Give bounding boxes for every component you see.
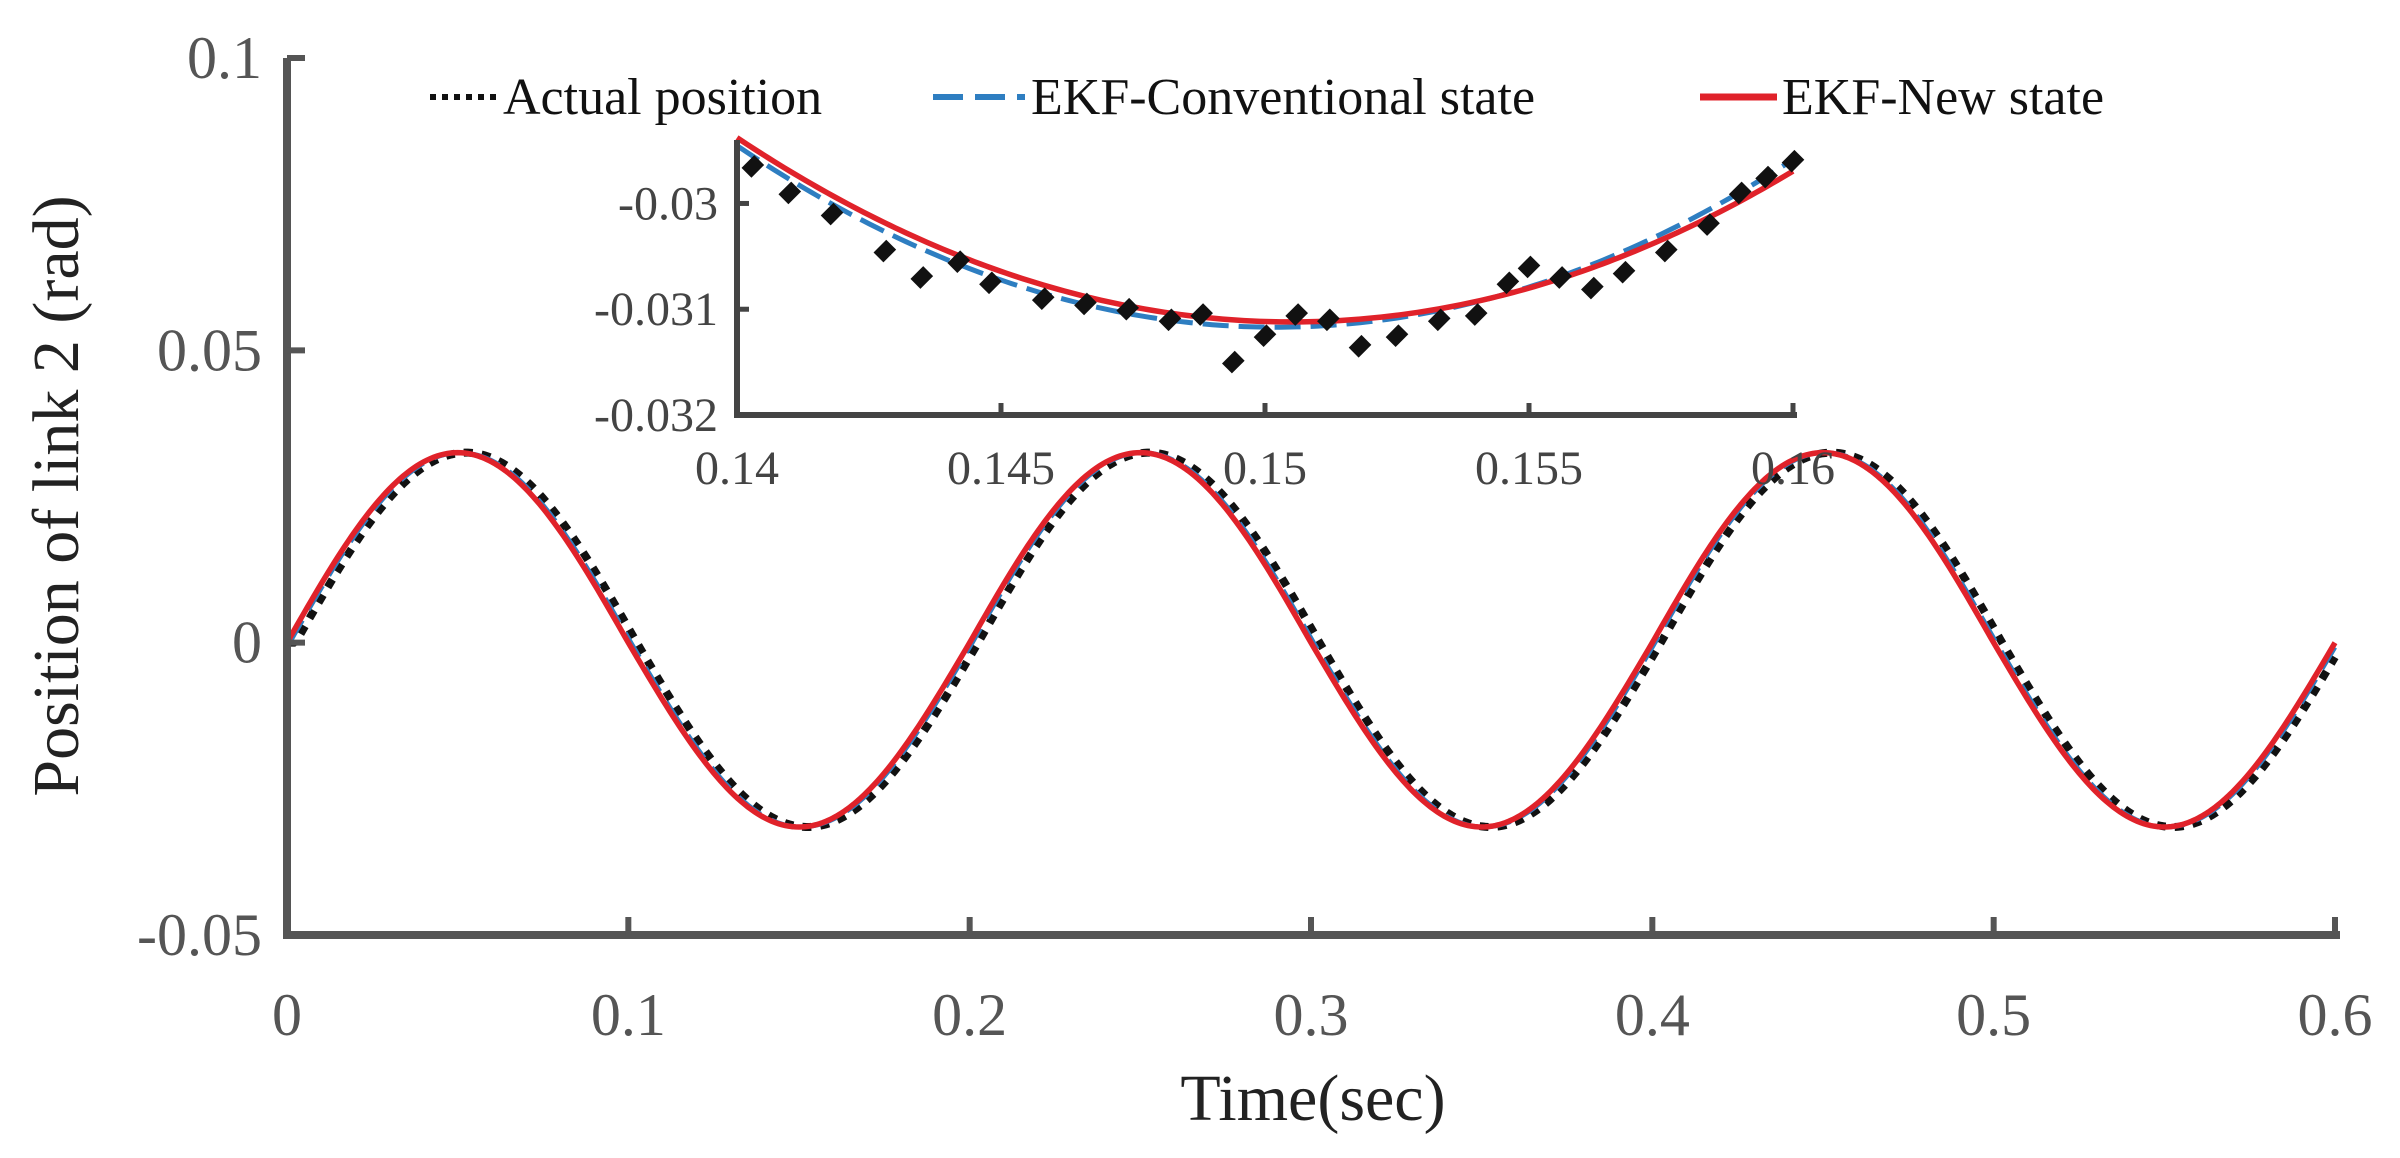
inset-actual-point [1581, 276, 1604, 300]
inset-x-tick-label: 0.15 [1223, 442, 1307, 495]
inset-x-tick-label: 0.14 [695, 442, 779, 495]
inset-actual-point [1116, 297, 1140, 321]
main-series-layer [284, 448, 2339, 831]
inset-actual-point [1612, 260, 1636, 284]
x-tick-label: 0.1 [591, 982, 666, 1048]
main-plot: 0 0.1 0.2 0.3 0.4 0.5 0.60.10.050-0.05 [137, 25, 2372, 1048]
inset-actual-point [1464, 303, 1488, 326]
x-tick-label: 0.6 [2298, 982, 2373, 1048]
legend-label-actual: Actual position [503, 69, 822, 126]
inset-actual-point [1755, 165, 1778, 189]
inset-actual-point [1317, 308, 1340, 332]
y-tick-label: -0.05 [137, 902, 262, 968]
inset-ticks-layer: 0.14 0.145 0.15 0.155 0.16 -0.03 -0.031 -0.032 [594, 177, 1835, 495]
legend: Actual position EKF-Conventional state E… [430, 69, 2104, 126]
inset-actual-point [979, 271, 1002, 295]
inset-actual-point [1253, 324, 1277, 347]
series-line-actual-position [287, 448, 2339, 831]
inset-actual-point [1517, 255, 1541, 279]
inset-actual-point [1496, 271, 1520, 295]
inset-actual-point [910, 266, 934, 289]
series-line-ekf-new-state [284, 449, 2338, 830]
inset-actual-point [1654, 239, 1678, 263]
inset-actual-point [1728, 181, 1752, 205]
y-tick-label: 0.1 [187, 25, 262, 91]
inset-y-tick-label: -0.032 [594, 389, 718, 442]
inset-actual-point [1222, 350, 1245, 374]
y-axis-label: Position of link 2 (rad) [20, 195, 93, 796]
x-tick-label: 0.4 [1615, 982, 1690, 1048]
inset-actual-point [1697, 213, 1720, 236]
y-tick-label: 0 [232, 610, 262, 676]
inset-x-tick-label: 0.155 [1475, 442, 1583, 495]
inset-plot: 0.14 0.145 0.15 0.155 0.16 -0.03 -0.031 -0.032 [594, 135, 1835, 495]
inset-actual-point [1074, 292, 1097, 316]
inset-line-ekf-conventional-state [735, 143, 1795, 330]
inset-actual-point [1427, 308, 1451, 332]
x-tick-label: 0.3 [1274, 982, 1349, 1048]
inset-actual-point [1549, 266, 1572, 289]
inset-series-layer [735, 135, 1805, 374]
x-tick-label: 0.2 [932, 982, 1007, 1048]
inset-actual-point [1781, 149, 1805, 173]
inset-actual-point [1158, 308, 1182, 332]
main-ticks-layer: 0 0.1 0.2 0.3 0.4 0.5 0.60.10.050-0.05 [137, 25, 2372, 1048]
inset-actual-point [1348, 334, 1372, 358]
inset-actual-point [778, 181, 802, 205]
x-tick-label: 0.5 [1956, 982, 2031, 1048]
inset-actual-point [1385, 324, 1409, 347]
legend-label-new: EKF-New state [1782, 69, 2104, 126]
inset-y-tick-label: -0.031 [594, 283, 718, 336]
inset-actual-point [873, 239, 897, 263]
inset-actual-point [1031, 287, 1055, 310]
inset-x-tick-label: 0.16 [1751, 442, 1835, 495]
inset-actual-point [1285, 303, 1308, 326]
y-tick-label: 0.05 [157, 317, 262, 383]
inset-actual-point [947, 250, 971, 273]
inset-actual-point [820, 202, 844, 226]
inset-y-tick-label: -0.03 [618, 177, 718, 230]
inset-x-tick-label: 0.145 [947, 442, 1055, 495]
inset-line-ekf-new-state [735, 135, 1795, 325]
legend-label-conventional: EKF-Conventional state [1031, 69, 1535, 126]
inset-actual-point [741, 155, 765, 178]
x-tick-label: 0 [272, 982, 302, 1048]
inset-background [737, 140, 1797, 415]
inset-actual-point [1190, 303, 1213, 326]
x-axis-label: Time(sec) [1180, 1062, 1445, 1135]
